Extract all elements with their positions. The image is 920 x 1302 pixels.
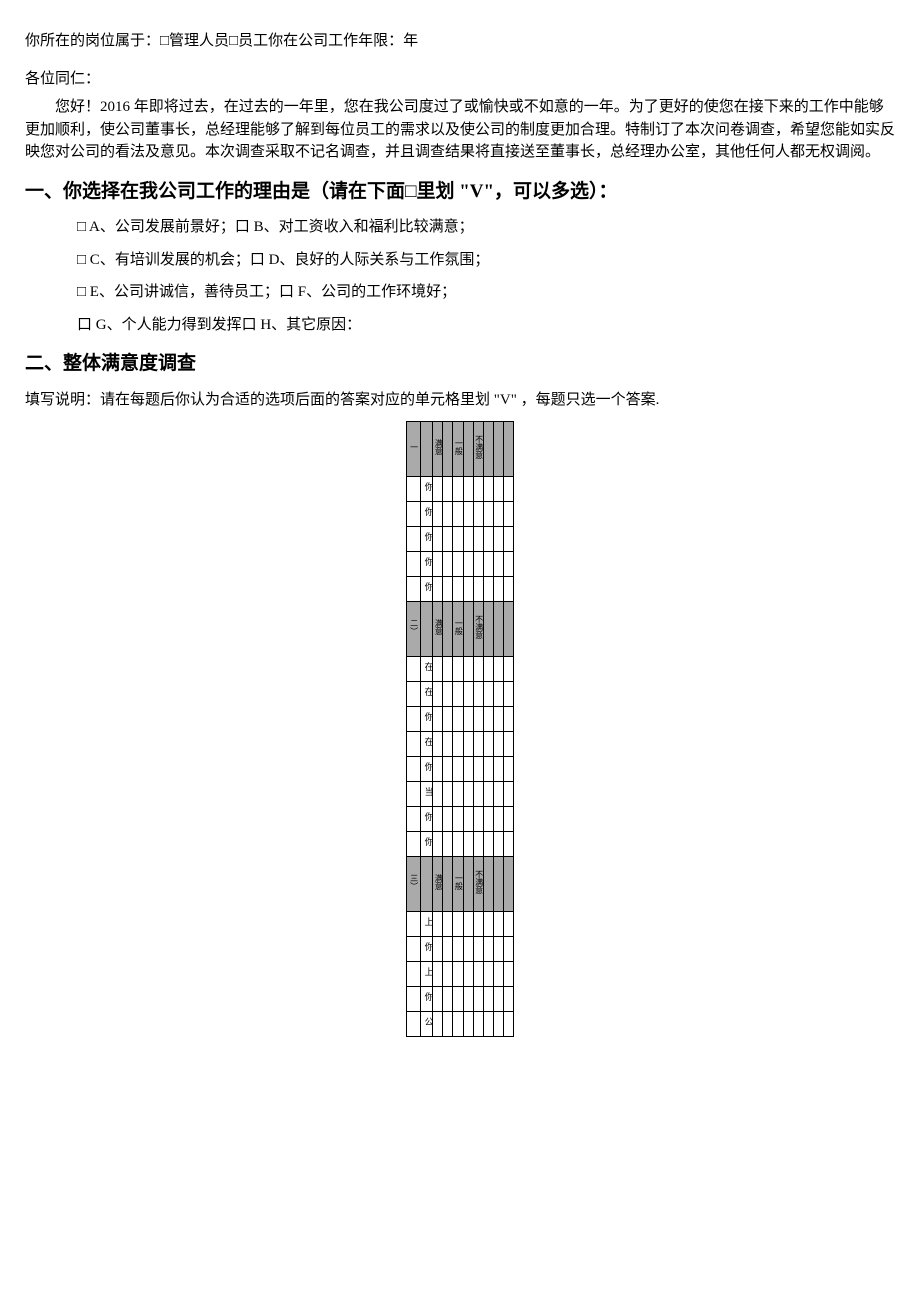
table-row[interactable]: 当 [407, 782, 514, 807]
position-line: 你所在的岗位属于：□管理人员□员工你在公司工作年限：年 [25, 30, 895, 53]
section-header: 三）满意一般不满意 [407, 857, 514, 912]
table-row[interactable]: 你 [407, 577, 514, 602]
table-row[interactable]: 在 [407, 732, 514, 757]
table-row[interactable]: 你 [407, 552, 514, 577]
table-row[interactable]: 公 [407, 1012, 514, 1037]
q1-options: □ A、公司发展前景好；口 B、对工资收入和福利比较满意； □ C、有培训发展的… [77, 216, 895, 336]
table-row[interactable]: 在 [407, 682, 514, 707]
table-row[interactable]: 你 [407, 757, 514, 782]
intro-paragraph: 您好！2016 年即将过去，在过去的一年里，您在我公司度过了或愉快或不如意的一年… [25, 96, 895, 164]
section-header: 二）满意一般不满意 [407, 602, 514, 657]
table-row[interactable]: 在 [407, 657, 514, 682]
q1-option[interactable]: 口 G、个人能力得到发挥口 H、其它原因： [77, 314, 895, 337]
fill-note: 填写说明：请在每题后你认为合适的选项后面的答案对应的单元格里划 "V" ，每题只… [25, 389, 895, 412]
table-row[interactable]: 上 [407, 912, 514, 937]
table-row[interactable]: 你 [407, 937, 514, 962]
table-row[interactable]: 你 [407, 707, 514, 732]
greeting: 各位同仁： [25, 68, 895, 91]
survey-table: 一满意一般不满意你你你你你二）满意一般不满意在在你在你当你你三）满意一般不满意上… [406, 421, 514, 1037]
section-header: 一满意一般不满意 [407, 422, 514, 477]
table-row[interactable]: 你 [407, 987, 514, 1012]
q1-option[interactable]: □ E、公司讲诚信，善待员工；口 F、公司的工作环境好； [77, 281, 895, 304]
table-row[interactable]: 你 [407, 502, 514, 527]
q1-option[interactable]: □ A、公司发展前景好；口 B、对工资收入和福利比较满意； [77, 216, 895, 239]
table-row[interactable]: 你 [407, 477, 514, 502]
table-row[interactable]: 你 [407, 527, 514, 552]
q1-title: 一、你选择在我公司工作的理由是（请在下面□里划 "V"，可以多选）： [25, 178, 895, 207]
table-row[interactable]: 你 [407, 807, 514, 832]
q1-option[interactable]: □ C、有培训发展的机会；口 D、良好的人际关系与工作氛围； [77, 249, 895, 272]
q2-title: 二、整体满意度调查 [25, 350, 895, 379]
table-row[interactable]: 上 [407, 962, 514, 987]
table-row[interactable]: 你 [407, 832, 514, 857]
